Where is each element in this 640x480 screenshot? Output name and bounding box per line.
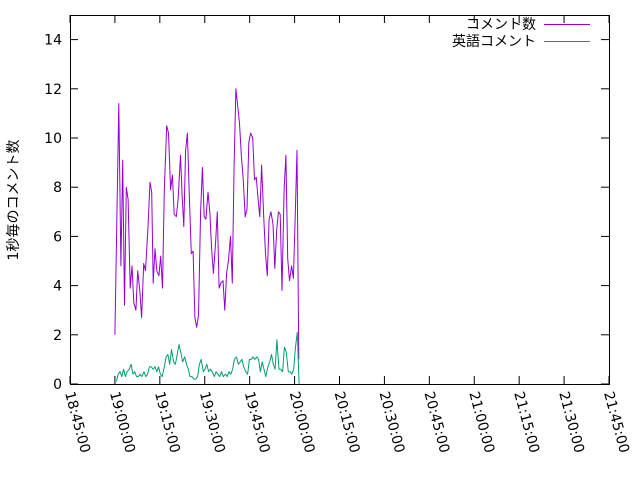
legend-label-english: 英語コメント — [452, 33, 536, 50]
x-tick-label: 21:45:00 — [600, 390, 632, 455]
legend-label-comments: コメント数 — [466, 17, 536, 33]
y-tick-label: 2 — [53, 328, 62, 344]
y-axis-title: 1秒毎のコメント数 — [6, 140, 22, 261]
x-tick-label: 20:45:00 — [420, 390, 452, 455]
y-tick-label: 0 — [53, 377, 62, 393]
x-tick-label: 19:00:00 — [106, 390, 138, 455]
x-tick-label: 19:15:00 — [151, 390, 183, 455]
y-tick-label: 10 — [44, 131, 62, 147]
x-tick-label: 18:45:00 — [61, 390, 93, 455]
y-tick-label: 14 — [44, 33, 62, 49]
x-tick-label: 21:00:00 — [465, 390, 497, 455]
x-tick-label: 21:15:00 — [510, 390, 542, 455]
x-tick-label: 20:15:00 — [331, 390, 363, 455]
x-tick-label: 20:30:00 — [376, 390, 408, 455]
y-tick-label: 8 — [53, 180, 62, 196]
x-axis: 18:45:00 19:00:00 19:15:00 19:30:00 19:45:00… — [61, 15, 632, 455]
series-layer — [114, 88, 300, 385]
legend: コメント数 英語コメント — [452, 17, 590, 50]
x-tick-label: 19:45:00 — [241, 390, 273, 455]
series-line-english — [115, 331, 300, 385]
y-tick-label: 12 — [44, 82, 62, 98]
series-line-comments — [114, 88, 300, 360]
x-tick-label: 21:30:00 — [555, 390, 587, 455]
x-tick-label: 20:00:00 — [286, 390, 318, 455]
y-axis: 0 2 4 6 8 10 12 14 — [44, 33, 609, 393]
y-tick-label: 4 — [53, 279, 62, 295]
x-tick-label: 19:30:00 — [196, 390, 228, 455]
y-tick-label: 6 — [53, 229, 62, 245]
